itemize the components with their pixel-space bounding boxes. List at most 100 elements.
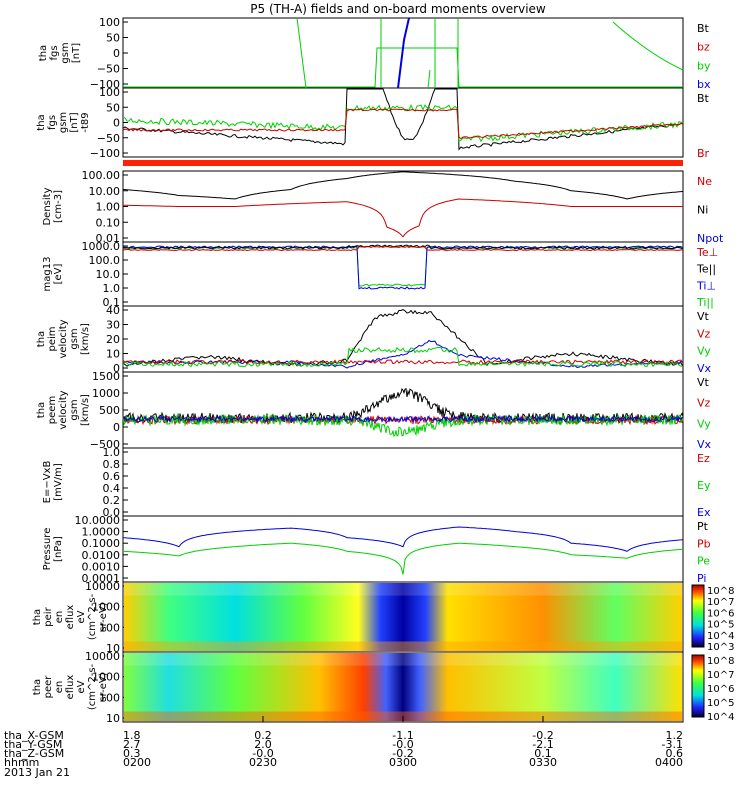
colorbar-label: 10^5 xyxy=(707,698,734,709)
y-tick-label: 10000 xyxy=(85,650,120,663)
x-tick-value: 2.0 xyxy=(254,738,272,751)
fgs-bz-decay xyxy=(612,21,684,71)
legend-label: Bt xyxy=(697,92,710,105)
y-tick-label: 100 xyxy=(99,691,120,704)
peem-vx-line xyxy=(122,414,684,424)
y-tick-label: 1000 xyxy=(92,601,120,614)
y-axis-label: eV xyxy=(76,680,87,693)
x-tick-value: 0300 xyxy=(389,756,417,769)
panel-efield: 1.00.80.60.40.20.0 E=−VxB [mV/m] Ez Ey Ex xyxy=(42,446,711,519)
y-tick-label: 10 xyxy=(106,642,120,655)
y-axis-label: en xyxy=(54,611,65,624)
x-tick-value: 0330 xyxy=(529,756,557,769)
y-tick-label: 10.0000 xyxy=(75,514,121,527)
y-tick-label: 1500 xyxy=(92,370,120,383)
y-tick-label: 0.0 xyxy=(103,506,121,519)
y-axis-label: velocity xyxy=(58,319,69,358)
x-row-label: hhmm xyxy=(4,756,39,769)
spectrogram-top-shade xyxy=(124,583,682,596)
y-axis-label: peem xyxy=(47,396,58,424)
legend-label: Ne xyxy=(697,175,712,188)
y-axis-label: -t89 xyxy=(80,112,91,132)
y-tick-label: −100 xyxy=(90,78,120,91)
y-tick-label: 100 xyxy=(99,621,120,634)
spectrogram-top-shade xyxy=(124,653,682,666)
colorbar-label: 10^8 xyxy=(707,586,734,597)
y-axis-label: [km/s] xyxy=(80,323,91,355)
y-axis-label: [eV] xyxy=(53,264,64,285)
density-ne-line xyxy=(123,198,683,238)
legend-label: Ni xyxy=(697,204,708,217)
x-tick-value: 1.8 xyxy=(123,729,141,742)
legend-label: Vx xyxy=(697,438,712,451)
fgs-br-line xyxy=(122,108,684,140)
fgs-bt-line xyxy=(122,88,684,151)
y-axis-label: fgs xyxy=(49,45,60,60)
temp-te-perp-line xyxy=(122,246,684,252)
y-axis-label: [cm-3] xyxy=(53,190,64,223)
y-axis-label: [km/s] xyxy=(80,394,91,426)
legend-label: by xyxy=(697,59,711,72)
x-tick-value: 2.7 xyxy=(123,738,141,751)
panel-frame xyxy=(122,447,684,517)
y-tick-label: 30 xyxy=(106,319,120,332)
y-axis-label: gsm xyxy=(60,42,71,63)
density-ni-line xyxy=(122,171,684,200)
y-tick-label: 0.0100 xyxy=(82,549,121,562)
y-tick-label: 10.0 xyxy=(96,268,121,281)
y-axis-label: peim xyxy=(47,326,58,351)
x-tick-value: 1.2 xyxy=(666,729,684,742)
y-tick-label: 1000.0 xyxy=(82,240,121,253)
x-tick-value: 0.2 xyxy=(254,729,272,742)
colorbar-label: 10^6 xyxy=(707,684,734,695)
y-tick-label: 0 xyxy=(113,117,120,130)
y-axis-label: [nT] xyxy=(71,43,82,63)
colorbar xyxy=(691,584,705,648)
y-tick-label: 1000 xyxy=(92,387,120,400)
panel-frame xyxy=(122,241,684,307)
legend-label: Pe xyxy=(697,555,710,568)
y-tick-label: 100 xyxy=(99,16,120,29)
legend-label: Npot xyxy=(697,232,724,245)
y-axis-label: gsm xyxy=(58,112,69,133)
spectrogram-bottom-band xyxy=(124,641,682,652)
colorbar-label: 10^8 xyxy=(707,656,734,667)
y-axis-label: en xyxy=(54,681,65,694)
y-tick-label: 100 xyxy=(99,86,120,99)
fgs-bx-line xyxy=(397,17,410,89)
panel-frame xyxy=(122,371,684,449)
legend-label: Pt xyxy=(697,520,709,533)
spectrogram-8 xyxy=(124,583,682,651)
x-tick-value: 0.1 xyxy=(534,747,552,760)
y-axis-label: tha xyxy=(36,402,47,418)
legend-label: Vx xyxy=(697,362,712,375)
y-axis-label: sr-eV) xyxy=(98,602,109,631)
y-tick-label: 100.0 xyxy=(89,254,121,267)
colorbar xyxy=(691,654,705,718)
y-tick-label: 50 xyxy=(106,101,120,114)
plot-title: P5 (TH-A) fields and on-board moments ov… xyxy=(250,2,546,16)
y-tick-label: 0.0001 xyxy=(82,572,121,585)
colorbar-label: 10^3 xyxy=(707,642,734,653)
pressure-pe-line xyxy=(122,542,684,575)
y-tick-label: 20 xyxy=(106,333,120,346)
x-tick-value: -2.1 xyxy=(532,738,553,751)
x-tick-value: 0.3 xyxy=(123,747,141,760)
x-date-label: 2013 Jan 21 xyxy=(4,766,70,779)
fgs-by-spikes xyxy=(296,17,459,89)
peim-vz-line xyxy=(122,359,684,365)
y-tick-label: −500 xyxy=(90,438,120,451)
y-tick-label: 1.0 xyxy=(103,446,121,459)
y-tick-label: −50 xyxy=(97,63,120,76)
x-row-label: tha_X-GSM xyxy=(4,729,64,742)
y-tick-label: −50 xyxy=(97,132,120,145)
legend-label: Br xyxy=(697,147,710,160)
x-tick-value: -0.0 xyxy=(392,738,413,751)
y-axis-label: tha xyxy=(38,45,49,61)
legend-label: Te|| xyxy=(696,263,716,276)
y-axis-label: mag13 xyxy=(42,257,53,292)
x-tick-value: -0.2 xyxy=(392,747,413,760)
